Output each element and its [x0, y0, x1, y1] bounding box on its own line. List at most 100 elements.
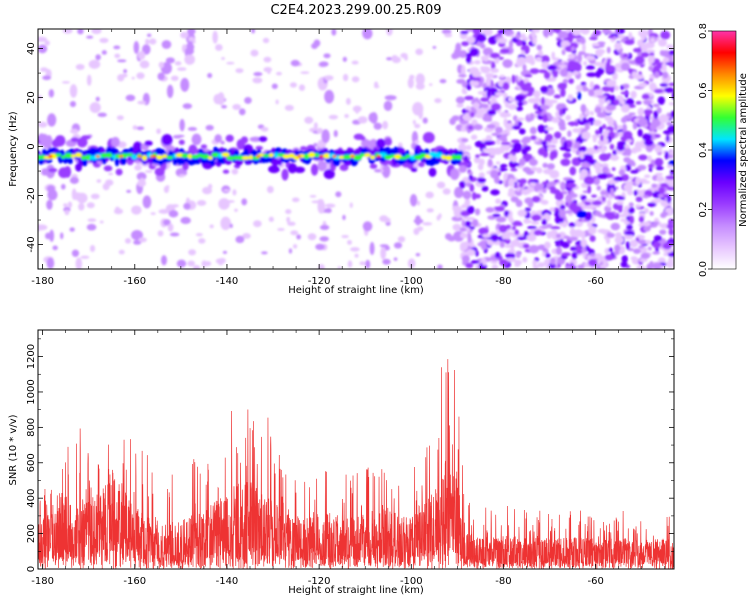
spectrogram-cell — [145, 38, 150, 45]
spectrogram-cell — [668, 102, 674, 106]
spectrogram-cell — [653, 110, 659, 120]
spectrogram-cell — [412, 119, 416, 125]
spectrogram-cell — [163, 185, 170, 194]
spectrogram-cell — [564, 148, 572, 152]
spectrogram-cell — [124, 238, 132, 244]
spectrogram-cell — [234, 208, 238, 212]
spectrogram-cell — [226, 156, 235, 161]
spectrogram-cell — [204, 261, 212, 267]
spectrogram-cell — [626, 224, 633, 231]
spectrogram-cell — [95, 96, 100, 102]
spectrogram-cell — [661, 50, 671, 57]
spectrogram-cell — [455, 96, 465, 104]
spectrogram-cell — [661, 211, 669, 217]
spectrogram-cell — [163, 219, 171, 226]
spectrogram-cell — [505, 252, 516, 259]
spectrogram-cell — [351, 76, 360, 83]
spectrogram-cell — [582, 43, 586, 53]
spectrogram-cell — [641, 93, 650, 100]
spectrogram-cell — [369, 241, 375, 255]
spectrogram-cell — [659, 182, 670, 188]
spectrogram-cell — [322, 153, 331, 159]
spectrogram-cell — [434, 152, 443, 158]
spectrogram-cell — [649, 260, 654, 269]
spectrogram-cell — [290, 230, 299, 236]
spectrogram-cell — [468, 67, 480, 75]
spectrogram-cell — [617, 125, 623, 130]
spectrogram-cell — [567, 53, 576, 59]
spectrogram-x-label: Height of straight line (km) — [288, 285, 424, 296]
spectrogram-cell — [60, 232, 64, 240]
spectrogram-cell — [187, 153, 193, 160]
spectrogram-cell — [157, 72, 165, 81]
spectrogram-cell — [182, 103, 193, 110]
spectrogram-cell — [666, 121, 674, 126]
spectrogram-cell — [211, 152, 220, 158]
spectrogram-cell — [171, 204, 179, 208]
spectrogram-cell — [467, 234, 472, 244]
spectrogram-cell — [604, 247, 610, 255]
spectrogram-cell — [91, 29, 102, 35]
spectrogram-cell — [549, 154, 557, 159]
spectrogram-cell — [594, 253, 603, 260]
x-tick-label: -140 — [216, 576, 239, 587]
spectrogram-cell — [373, 122, 382, 130]
spectrogram-cell — [213, 93, 223, 105]
spectrogram-cell — [660, 30, 671, 40]
spectrogram-cell — [568, 236, 579, 242]
spectrogram-cell — [220, 140, 225, 145]
spectrogram-cell — [409, 194, 418, 207]
spectrogram-cell — [375, 138, 386, 148]
spectrogram-cell — [537, 262, 546, 268]
spectrogram-cell — [337, 266, 342, 269]
spectrogram-cell — [42, 75, 52, 81]
spectrogram-cell — [544, 241, 551, 249]
spectrogram-cell — [221, 105, 227, 109]
spectrogram-cell — [589, 235, 596, 242]
spectrogram-cell — [383, 217, 391, 223]
spectrogram-cell — [180, 31, 189, 39]
spectrogram-cell — [629, 239, 639, 248]
spectrogram-cell — [255, 145, 264, 151]
spectrogram-cell — [609, 94, 616, 102]
spectrogram-cell — [192, 40, 196, 44]
spectrogram-cell — [620, 103, 630, 113]
spectrogram-cell — [663, 87, 674, 93]
spectrogram-cell — [466, 228, 471, 232]
spectrogram-cell — [183, 202, 191, 210]
spectrogram-cell — [494, 91, 504, 96]
spectrogram-cell — [188, 249, 197, 256]
spectrogram-cell — [522, 166, 531, 173]
spectrogram-cell — [511, 74, 516, 84]
spectrogram-cell — [558, 209, 566, 218]
spectrogram-cell — [569, 229, 576, 236]
spectrogram-cell — [575, 84, 585, 92]
colorbar: 0.0 0.2 0.4 0.6 0.8 Normalized spectral ampl… — [698, 23, 749, 277]
spectrogram-cell — [460, 204, 469, 209]
spectrogram-cell — [619, 59, 630, 64]
spectrogram-cell — [547, 163, 555, 170]
spectrogram-cell — [658, 38, 667, 47]
spectrogram-cell — [479, 152, 490, 157]
spectrogram-cell — [545, 253, 551, 259]
spectrogram-cell — [266, 185, 274, 194]
colorbar-tick-label: 0.0 — [698, 261, 709, 277]
spectrogram-cell — [656, 175, 665, 183]
spectrogram-cell — [412, 102, 424, 116]
x-tick-label: -160 — [123, 276, 146, 287]
spectrogram-cell — [141, 155, 147, 161]
spectrogram-cell — [555, 246, 562, 256]
spectrogram-cell — [46, 199, 53, 210]
spectrogram-cell — [307, 233, 317, 241]
spectrogram-cell — [511, 225, 516, 231]
spectrogram-cell — [636, 265, 646, 269]
spectrogram-cell — [616, 34, 626, 39]
spectrogram-cell — [647, 202, 657, 208]
spectrogram-cell — [644, 174, 651, 179]
spectrogram-cell — [67, 201, 73, 209]
spectrogram-cell — [536, 44, 543, 51]
colorbar-tick-label: 0.2 — [698, 202, 709, 218]
spectrogram-cell — [156, 155, 164, 160]
spectrogram-cell — [542, 114, 548, 123]
spectrogram-cell — [658, 186, 665, 195]
